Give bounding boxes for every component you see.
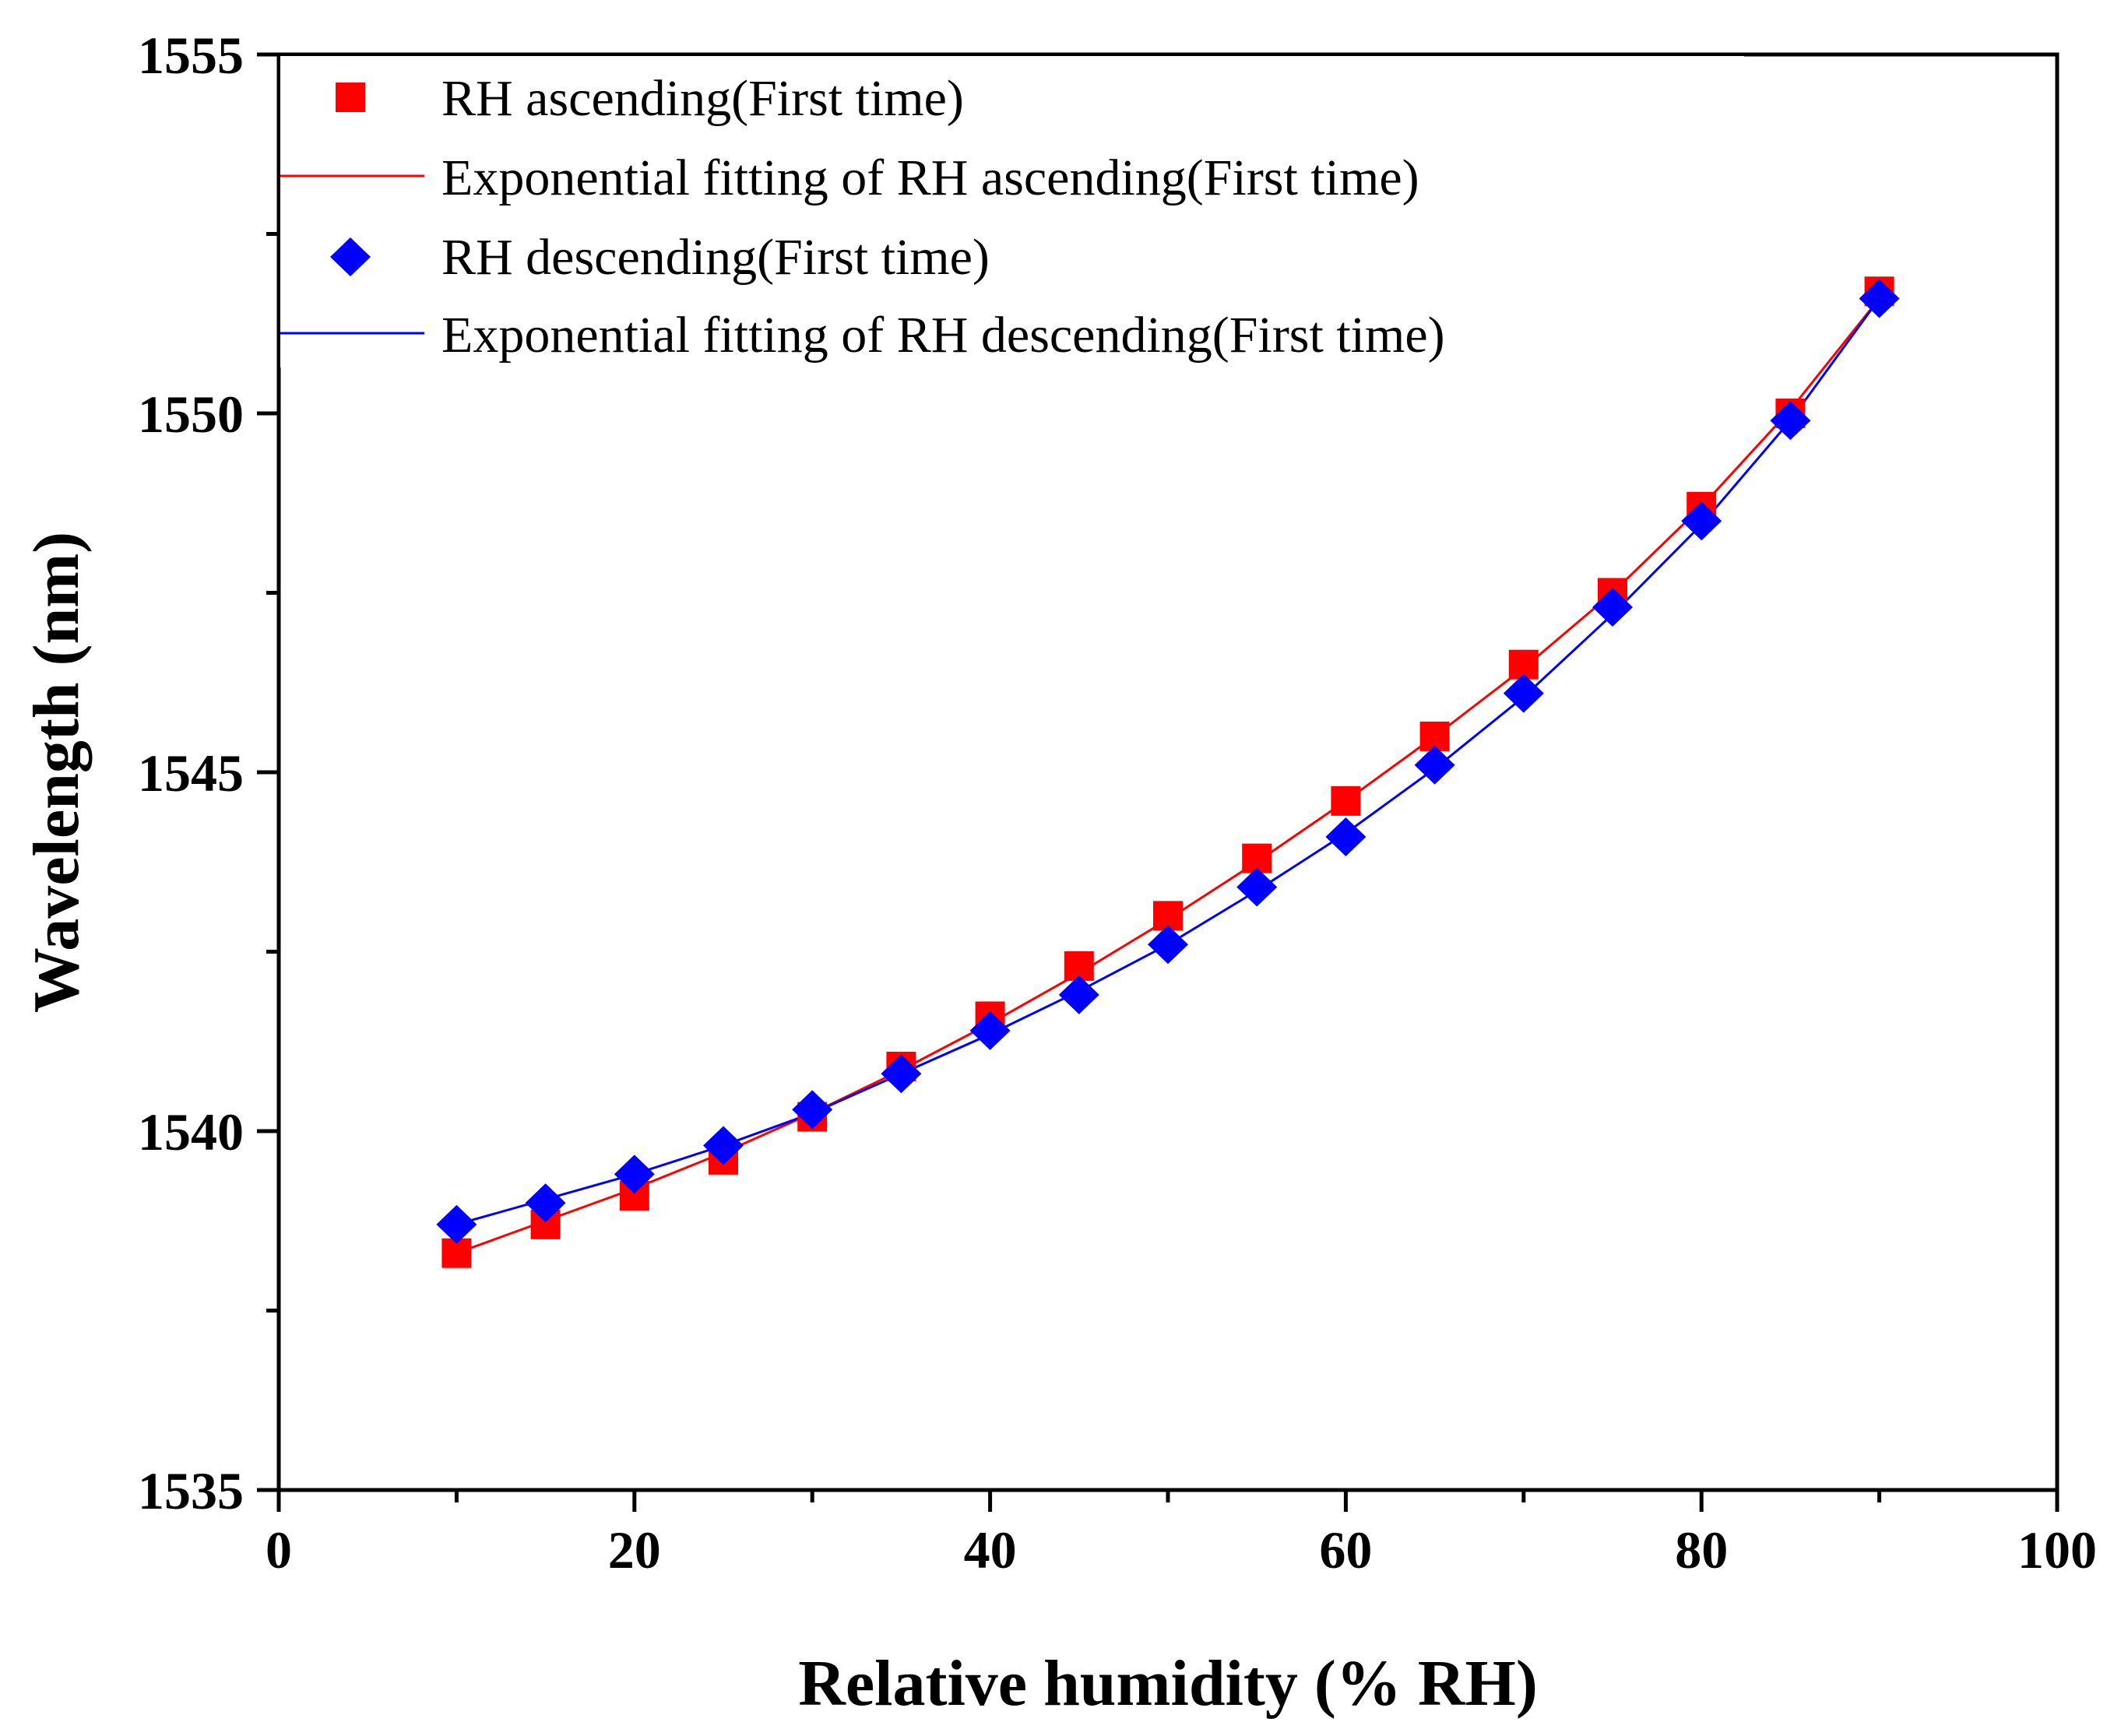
descending-point	[1503, 673, 1544, 713]
y-tick-label: 1545	[138, 743, 244, 803]
fit-line-descending	[456, 297, 1880, 1226]
y-tick-label: 1540	[138, 1102, 244, 1161]
descending-point	[1058, 975, 1099, 1014]
y-tick-label: 1535	[138, 1461, 244, 1520]
legend: RH ascending(First time) Exponential fit…	[280, 56, 1744, 367]
descending-point	[1770, 401, 1811, 441]
descending-point	[1592, 587, 1633, 627]
x-axis-title: Relative humidity (% RH)	[798, 1647, 1538, 1720]
x-tick-label: 80	[1675, 1520, 1728, 1580]
y-axis-title: Wavelength (nm)	[20, 532, 93, 1013]
descending-point	[1859, 279, 1900, 318]
y-tick-label: 1555	[138, 26, 244, 85]
fit-line-ascending	[456, 297, 1880, 1255]
descending-point	[1148, 925, 1188, 965]
legend-label-descending: RH descending(First time)	[441, 229, 990, 286]
descending-point	[881, 1054, 922, 1094]
legend-label-ascending: RH ascending(First time)	[441, 70, 964, 127]
descending-point	[703, 1126, 744, 1165]
plot-series	[436, 276, 1900, 1268]
x-tick-label: 0	[266, 1520, 292, 1580]
descending-point	[969, 1010, 1011, 1050]
descending-point	[1414, 745, 1455, 785]
x-tick-label: 20	[608, 1520, 661, 1580]
descending-point	[1681, 501, 1722, 541]
ascending-point	[1331, 785, 1361, 816]
x-axis-ticks: 0 20 40 60 80 100	[266, 1490, 2097, 1580]
descending-point	[614, 1154, 655, 1194]
x-tick-label: 60	[1319, 1520, 1372, 1580]
legend-background	[280, 56, 1744, 367]
descending-point	[525, 1183, 566, 1223]
x-tick-label: 40	[964, 1520, 1017, 1580]
legend-marker-diamond	[330, 237, 371, 276]
legend-label-ascending-fit: Exponential fitting of RH ascending(Firs…	[441, 149, 1419, 206]
legend-label-descending-fit: Exponential fitting of RH descending(Fir…	[441, 307, 1445, 364]
descending-point	[792, 1090, 833, 1130]
y-tick-label: 1550	[138, 385, 244, 444]
descending-point	[1325, 817, 1367, 856]
descending-point	[436, 1204, 477, 1244]
y-axis-ticks: 1535 1540 1545 1550 1555	[138, 26, 279, 1520]
legend-marker-square	[336, 83, 365, 112]
descending-point	[1236, 867, 1278, 907]
x-tick-label: 100	[2017, 1520, 2097, 1580]
